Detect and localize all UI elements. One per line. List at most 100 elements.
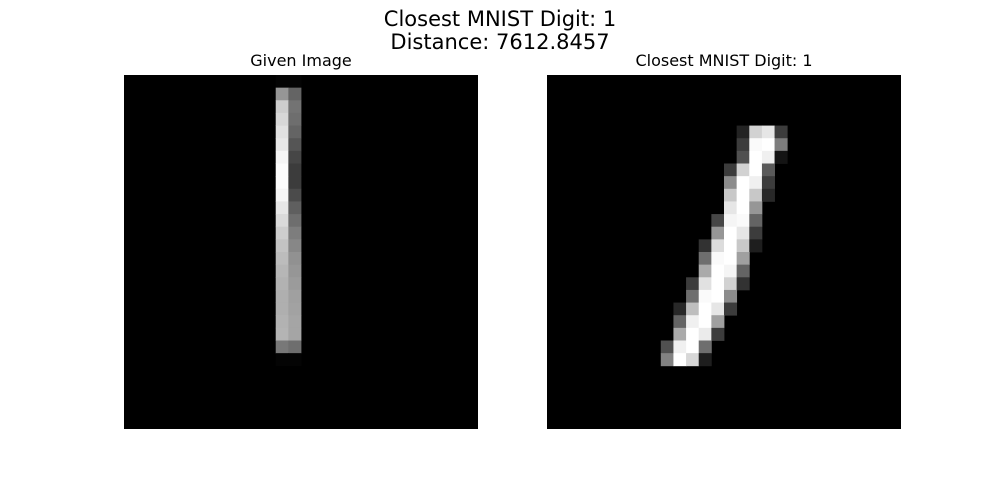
closest-digit-pixel: [761, 138, 775, 152]
closest-digit-pixel: [673, 302, 687, 316]
given-image-pixel: [275, 188, 289, 202]
closest-digit-pixel: [698, 277, 712, 291]
given-image-pixel: [275, 252, 289, 266]
closest-digit-pixel: [686, 327, 700, 341]
closest-digit-pixel: [736, 201, 750, 215]
closest-digit-pixel: [749, 226, 763, 240]
closest-digit-pixel: [724, 188, 738, 202]
closest-digit-pixel: [686, 340, 700, 354]
closest-digit-pixel: [774, 125, 788, 139]
given-image-pixel: [288, 138, 302, 152]
given-image-pixel: [288, 214, 302, 228]
figure-title-line2: Distance: 7612.8457: [390, 30, 610, 54]
closest-digit-pixel: [749, 150, 763, 164]
closest-digit-pixel: [660, 340, 674, 354]
closest-digit-pixel: [736, 163, 750, 177]
closest-digit-pixel: [736, 150, 750, 164]
given-image-pixel: [275, 138, 289, 152]
given-image-heatmap: [275, 75, 302, 367]
closest-digit-pixel: [711, 315, 725, 329]
closest-digit-pixel: [698, 327, 712, 341]
given-image-pixel: [275, 353, 289, 367]
closest-digit-pixel: [673, 353, 687, 367]
closest-digit-pixel: [749, 239, 763, 253]
closest-digit-pixel: [724, 214, 738, 228]
given-image-pixel: [275, 226, 289, 240]
closest-digit-pixel: [698, 289, 712, 303]
closest-digit-pixel: [736, 188, 750, 202]
closest-digit-pixel: [724, 176, 738, 190]
closest-digit-pixel: [774, 138, 788, 152]
closest-digit-pixel: [736, 252, 750, 266]
given-image-pixel: [288, 87, 302, 101]
closest-digit-pixel: [724, 252, 738, 266]
closest-digit-pixel: [711, 302, 725, 316]
closest-digit-pixel: [724, 163, 738, 177]
given-image-pixel: [288, 100, 302, 114]
given-image-pixel: [275, 327, 289, 341]
given-image-pixel: [275, 201, 289, 215]
given-image-pixel: [275, 214, 289, 228]
closest-digit-pixel: [736, 214, 750, 228]
closest-digit-pixel: [761, 176, 775, 190]
closest-digit-pixel: [749, 201, 763, 215]
closest-digit-pixel: [736, 125, 750, 139]
given-image-pixel: [288, 289, 302, 303]
closest-digit-pixel: [736, 277, 750, 291]
closest-digit-pixel: [761, 163, 775, 177]
given-image-pixel: [275, 340, 289, 354]
given-image-panel: [124, 75, 478, 429]
closest-digit-pixel: [749, 214, 763, 228]
given-image-pixel: [288, 252, 302, 266]
closest-digit-pixel: [711, 252, 725, 266]
closest-digit-pixel: [761, 188, 775, 202]
closest-digit-pixel: [698, 302, 712, 316]
given-image-pixel: [288, 340, 302, 354]
given-image-pixel: [275, 302, 289, 316]
closest-digit-pixel: [711, 214, 725, 228]
closest-digit-pixel: [686, 277, 700, 291]
closest-digit-pixel: [724, 201, 738, 215]
given-image-pixel: [275, 289, 289, 303]
closest-digit-pixel: [698, 353, 712, 367]
closest-digit-pixel: [698, 340, 712, 354]
given-image-pixel: [288, 327, 302, 341]
closest-digit-pixel: [698, 264, 712, 278]
closest-digit-pixel: [736, 226, 750, 240]
given-image-pixel: [275, 239, 289, 253]
given-image-pixel: [288, 125, 302, 139]
closest-digit-pixel: [724, 226, 738, 240]
given-image-pixel: [288, 201, 302, 215]
closest-digit-pixel: [724, 264, 738, 278]
closest-digit-pixel: [749, 188, 763, 202]
closest-digit-pixel: [711, 226, 725, 240]
given-image-pixel: [288, 150, 302, 164]
closest-digit-heatmap: [660, 125, 788, 367]
given-image-pixel: [275, 264, 289, 278]
closest-digit-pixel: [686, 353, 700, 367]
given-image-pixel: [275, 87, 289, 101]
right-panel-title: Closest MNIST Digit: 1: [635, 51, 813, 70]
closest-digit-pixel: [711, 289, 725, 303]
closest-digit-pixel: [686, 315, 700, 329]
given-image-pixel: [288, 264, 302, 278]
closest-digit-pixel: [711, 264, 725, 278]
left-panel-title: Given Image: [250, 51, 352, 70]
closest-digit-pixel: [736, 239, 750, 253]
closest-digit-pixel: [698, 239, 712, 253]
given-image-pixel: [288, 112, 302, 126]
closest-digit-pixel: [724, 277, 738, 291]
given-image-pixel: [275, 315, 289, 329]
closest-digit-pixel: [698, 252, 712, 266]
closest-digit-pixel: [736, 138, 750, 152]
given-image-pixel: [288, 277, 302, 291]
closest-digit-pixel: [749, 176, 763, 190]
given-image-pixel: [288, 302, 302, 316]
given-image-pixel: [288, 163, 302, 177]
closest-digit-pixel: [749, 125, 763, 139]
given-image-pixel: [288, 315, 302, 329]
closest-digit-pixel: [736, 264, 750, 278]
closest-digit-pixel: [660, 353, 674, 367]
closest-digit-pixel: [724, 302, 738, 316]
